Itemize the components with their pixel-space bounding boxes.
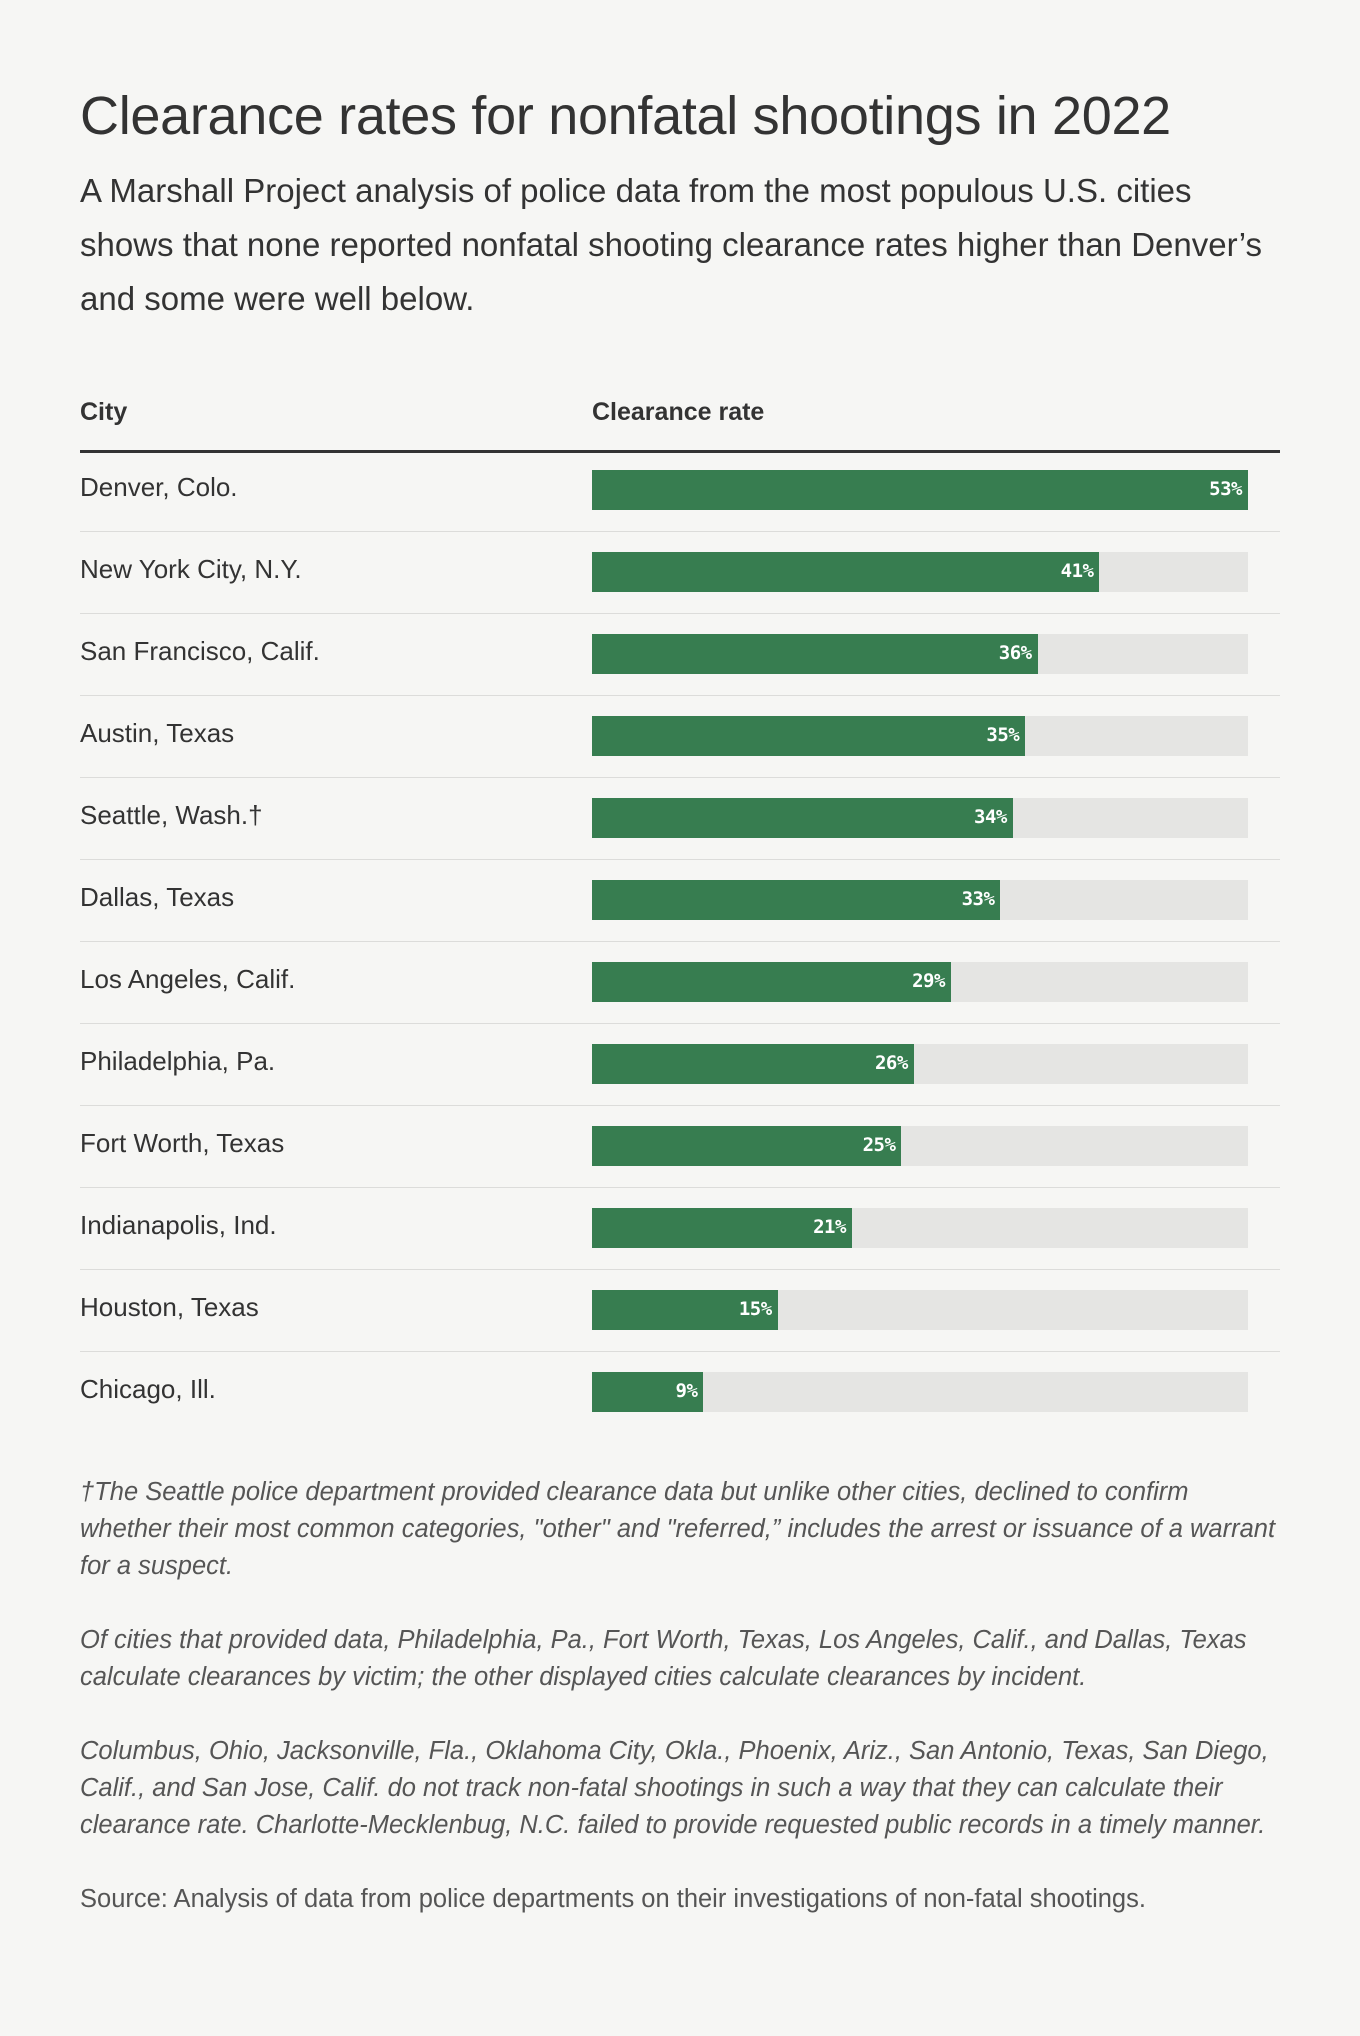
city-label: Houston, Texas — [80, 1292, 259, 1322]
bar-value-label: 35% — [986, 724, 1020, 746]
city-label: Dallas, Texas — [80, 882, 235, 912]
footnotes: †The Seattle police department provided … — [80, 1474, 1280, 1955]
table-row: Seattle, Wash.† 34% — [80, 778, 1280, 860]
bar-track: 36% — [592, 634, 1248, 674]
bar-track: 21% — [592, 1208, 1248, 1248]
bar-value-label: 34% — [974, 806, 1007, 828]
city-label: Los Angeles, Calif. — [80, 964, 296, 994]
bar: 25% — [592, 1126, 902, 1166]
table-row: Houston, Texas 15% — [80, 1270, 1280, 1352]
bar: 9% — [592, 1372, 704, 1412]
bar-track: 34% — [592, 798, 1248, 838]
bar-track: 9% — [592, 1372, 1248, 1412]
bar-value-label: 21% — [813, 1216, 846, 1238]
bar-value-label: 15% — [738, 1298, 772, 1320]
city-label: New York City, N.Y. — [80, 554, 302, 584]
bar-value-label: 41% — [1060, 560, 1094, 582]
table-header: City Clearance rate — [80, 398, 1280, 453]
bar-rows: Denver, Colo. 53% New York City, N.Y. 41% Sa… — [80, 450, 1280, 1433]
bar-value-label: 53% — [1209, 478, 1242, 500]
city-label: Austin, Texas — [80, 718, 235, 748]
bar-value-label: 26% — [874, 1052, 908, 1074]
bar-track: 26% — [592, 1044, 1248, 1084]
table-row: Chicago, Ill. 9% — [80, 1352, 1280, 1433]
bar-value-label: 36% — [998, 642, 1032, 664]
bar: 29% — [592, 962, 951, 1002]
bar-track: 41% — [592, 552, 1248, 592]
city-label: Denver, Colo. — [80, 472, 238, 502]
bar: 33% — [592, 880, 1001, 920]
bar: 34% — [592, 798, 1013, 838]
bar-track: 35% — [592, 716, 1248, 756]
footnote-seattle: †The Seattle police department provided … — [80, 1478, 1276, 1580]
city-label: San Francisco, Calif. — [80, 636, 320, 666]
column-header-clearance-rate: Clearance rate — [592, 398, 765, 426]
bar: 35% — [592, 716, 1026, 756]
footnote-missing-cities: Columbus, Ohio, Jacksonville, Fla., Okla… — [80, 1737, 1269, 1839]
column-header-city: City — [80, 398, 128, 426]
chart-title: Clearance rates for nonfatal shootings i… — [80, 86, 1171, 146]
bar: 41% — [592, 552, 1100, 592]
bar-track: 53% — [592, 470, 1248, 510]
table-row: San Francisco, Calif. 36% — [80, 614, 1280, 696]
table-row: Philadelphia, Pa. 26% — [80, 1024, 1280, 1106]
bar-track: 15% — [592, 1290, 1248, 1330]
table-row: Fort Worth, Texas 25% — [80, 1106, 1280, 1188]
table-row: New York City, N.Y. 41% — [80, 532, 1280, 614]
table-row: Indianapolis, Ind. 21% — [80, 1188, 1280, 1270]
table-row: Los Angeles, Calif. 29% — [80, 942, 1280, 1024]
bar: 53% — [592, 470, 1248, 510]
bar-track: 33% — [592, 880, 1248, 920]
bar-track: 29% — [592, 962, 1248, 1002]
city-label: Philadelphia, Pa. — [80, 1046, 276, 1076]
city-label: Indianapolis, Ind. — [80, 1210, 277, 1240]
city-label: Chicago, Ill. — [80, 1374, 216, 1404]
bar-value-label: 9% — [675, 1380, 698, 1402]
table-row: Denver, Colo. 53% — [80, 450, 1280, 532]
bar-track: 25% — [592, 1126, 1248, 1166]
source-note: Source: Analysis of data from police dep… — [80, 1885, 1146, 1913]
city-label: Fort Worth, Texas — [80, 1128, 285, 1158]
bar-value-label: 25% — [862, 1134, 896, 1156]
chart-subtitle: A Marshall Project analysis of police da… — [80, 172, 1263, 317]
table-row: Dallas, Texas 33% — [80, 860, 1280, 942]
city-label: Seattle, Wash.† — [80, 800, 263, 830]
bar: 15% — [592, 1290, 778, 1330]
table-row: Austin, Texas 35% — [80, 696, 1280, 778]
footnote-methodology: Of cities that provided data, Philadelph… — [80, 1626, 1247, 1691]
bar: 36% — [592, 634, 1038, 674]
bar: 21% — [592, 1208, 852, 1248]
bar: 26% — [592, 1044, 914, 1084]
bar-value-label: 33% — [961, 888, 995, 910]
bar-value-label: 29% — [912, 970, 945, 992]
